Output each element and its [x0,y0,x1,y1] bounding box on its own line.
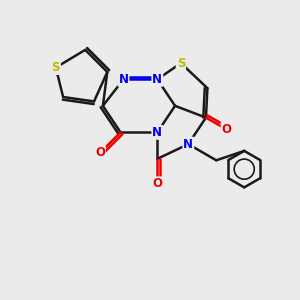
Text: O: O [222,123,232,136]
Text: N: N [152,73,162,86]
Text: N: N [152,126,162,139]
Text: O: O [95,146,105,159]
Text: O: O [152,177,162,190]
Text: S: S [177,57,185,70]
Text: N: N [118,73,128,86]
Text: S: S [52,61,60,74]
Text: N: N [183,138,193,151]
